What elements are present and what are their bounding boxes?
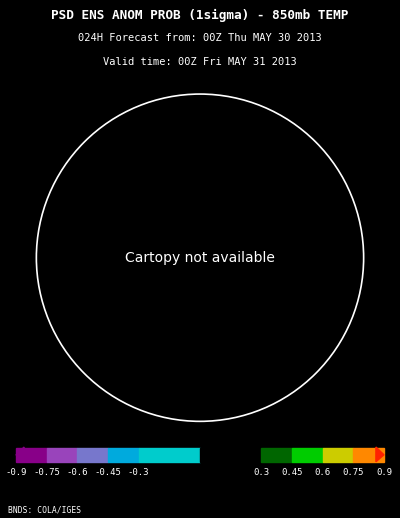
Text: -0.45: -0.45 [94,468,122,477]
Text: -0.3: -0.3 [128,468,150,477]
Text: 0.6: 0.6 [315,468,331,477]
Bar [261,448,292,462]
Bar [108,448,139,462]
Bar [47,448,77,462]
Bar [200,448,261,462]
Polygon shape [16,447,24,462]
Bar [16,448,47,462]
Text: Cartopy not available: Cartopy not available [125,251,275,265]
Bar [353,448,384,462]
Polygon shape [376,447,384,462]
Text: -0.6: -0.6 [66,468,88,477]
Text: -0.75: -0.75 [33,468,60,477]
Bar [77,448,108,462]
Text: BNDS: COLA/IGES: BNDS: COLA/IGES [8,506,81,515]
Text: -0.9: -0.9 [5,468,27,477]
Bar [139,448,200,462]
Bar [292,448,323,462]
Text: 0.45: 0.45 [281,468,303,477]
Text: 0.75: 0.75 [342,468,364,477]
Bar [323,448,353,462]
Text: 0.3: 0.3 [253,468,269,477]
Text: 0.9: 0.9 [376,468,392,477]
Text: 024H Forecast from: 00Z Thu MAY 30 2013: 024H Forecast from: 00Z Thu MAY 30 2013 [78,33,322,42]
Text: PSD ENS ANOM PROB (1sigma) - 850mb TEMP: PSD ENS ANOM PROB (1sigma) - 850mb TEMP [51,9,349,22]
Text: Valid time: 00Z Fri MAY 31 2013: Valid time: 00Z Fri MAY 31 2013 [103,56,297,67]
